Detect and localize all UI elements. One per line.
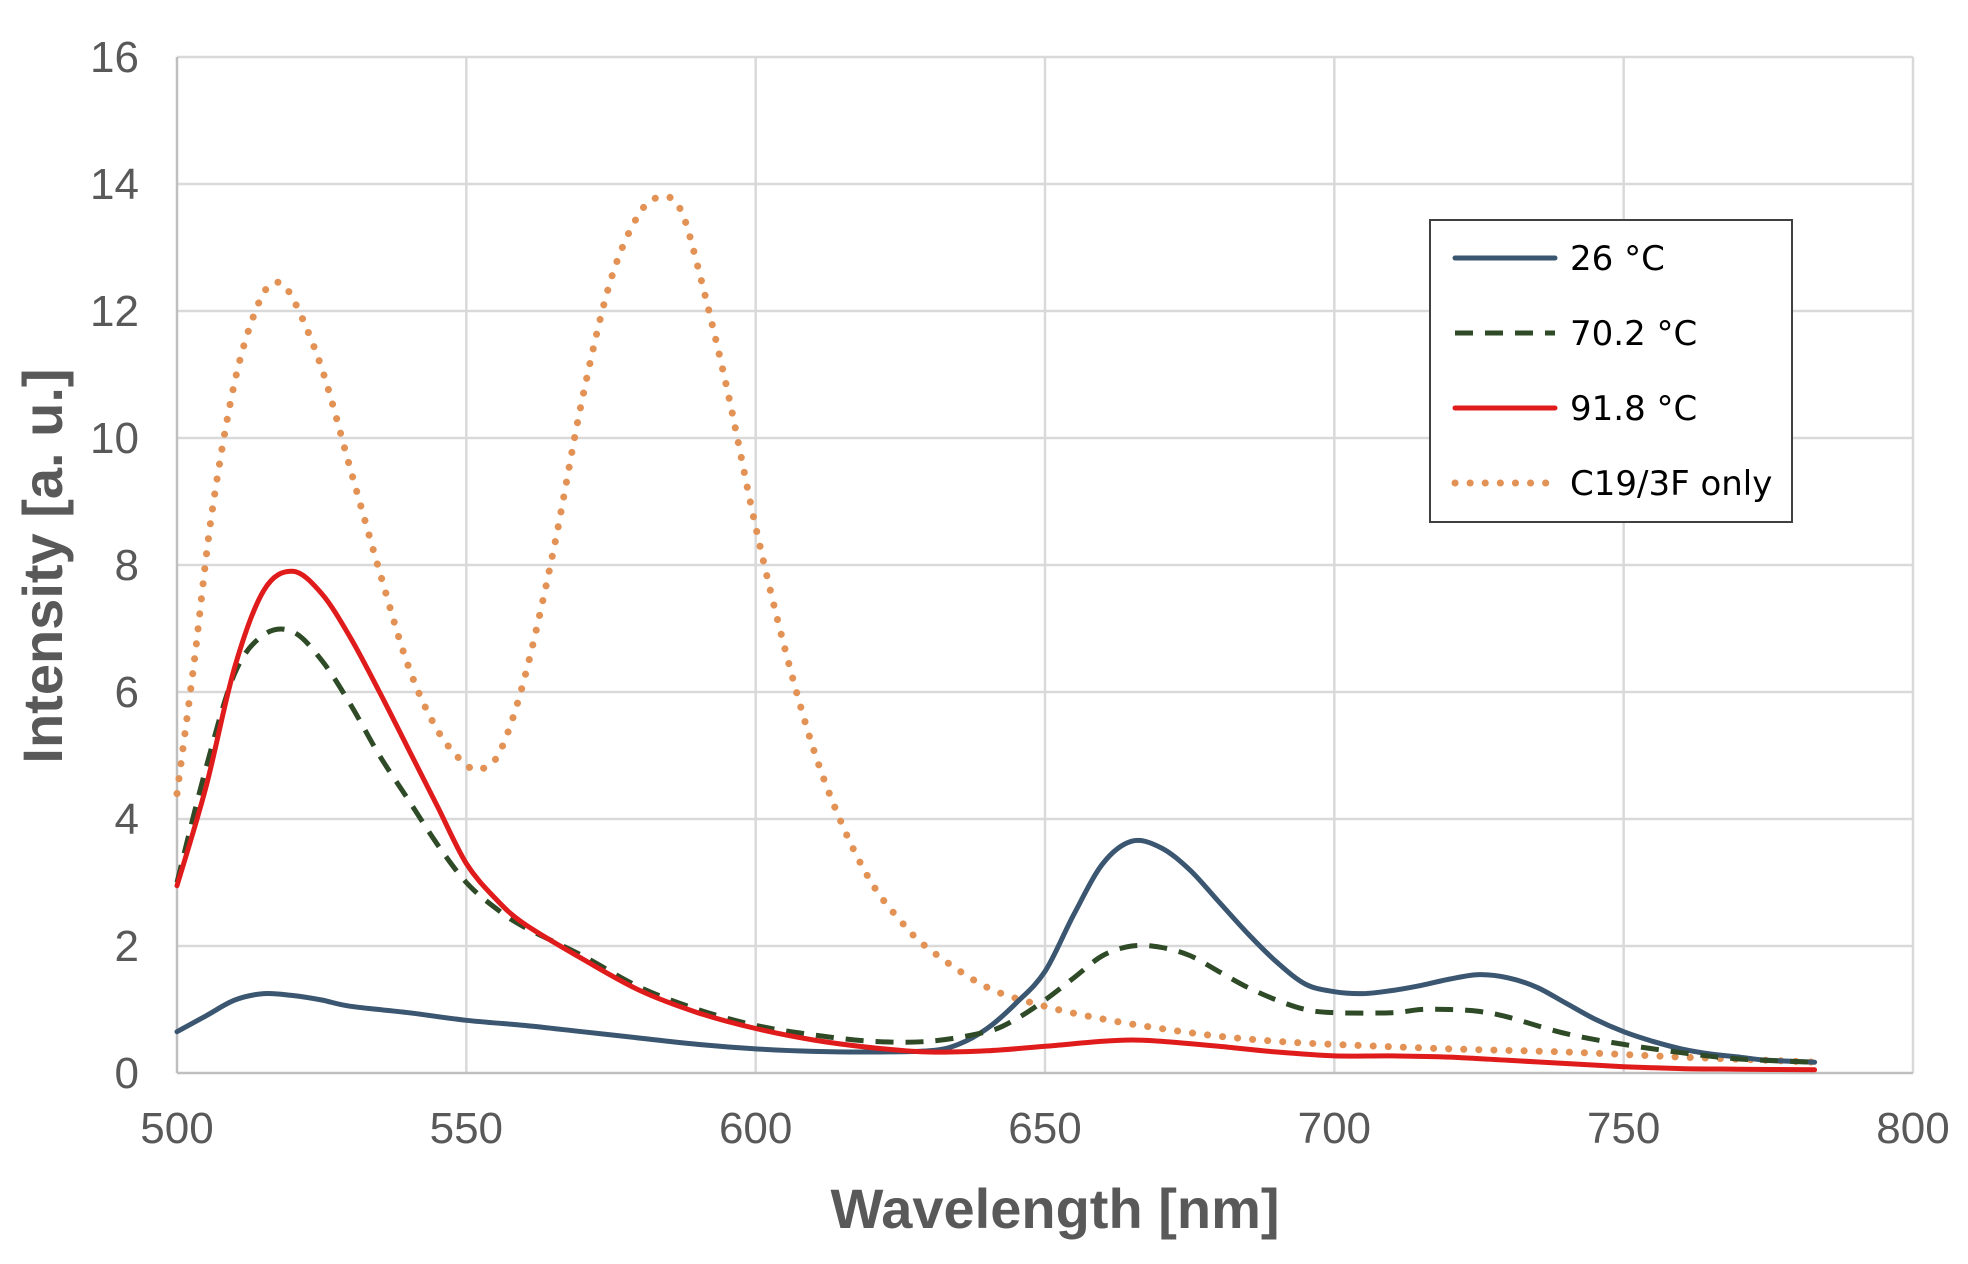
y-tick-label: 16 <box>90 33 139 82</box>
y-axis-title: Intensity [a. u.] <box>11 368 74 763</box>
x-tick-label: 550 <box>430 1104 503 1153</box>
legend-label-2: 91.8 °C <box>1570 389 1697 429</box>
y-tick-label: 0 <box>115 1049 139 1098</box>
y-tick-label: 8 <box>115 541 139 590</box>
series-line-1 <box>174 626 1815 1065</box>
x-tick-label: 750 <box>1587 1104 1660 1153</box>
legend: 26 °C 70.2 °C 91.8 °C C19/3F only <box>1429 219 1793 523</box>
x-tick-label: 650 <box>1008 1104 1081 1153</box>
series-line-0 <box>174 837 1818 1065</box>
legend-label-1: 70.2 °C <box>1570 314 1697 354</box>
legend-label-3: C19/3F only <box>1570 464 1772 504</box>
x-tick-label: 800 <box>1876 1104 1949 1153</box>
series-line-3 <box>173 193 1819 1066</box>
x-axis-title: Wavelength [nm] <box>830 1177 1279 1240</box>
y-tick-label: 6 <box>115 668 139 717</box>
y-tick-label: 14 <box>90 160 139 209</box>
y-tick-label: 10 <box>90 414 139 463</box>
grid <box>177 55 1915 1073</box>
legend-box <box>1429 219 1793 523</box>
y-tick-label: 2 <box>115 922 139 971</box>
series-layer <box>173 193 1819 1073</box>
axes <box>175 57 1913 1075</box>
legend-label-0: 26 °C <box>1570 239 1665 279</box>
tick-labels: 0 2 4 6 8 10 12 14 16 500 550 600 650 700 750 800 <box>90 33 1950 1153</box>
x-tick-label: 600 <box>719 1104 792 1153</box>
x-tick-label: 700 <box>1298 1104 1371 1153</box>
y-tick-label: 4 <box>115 795 139 844</box>
y-tick-label: 12 <box>90 287 139 336</box>
x-tick-label: 500 <box>140 1104 213 1153</box>
series-line-2 <box>174 568 1818 1073</box>
